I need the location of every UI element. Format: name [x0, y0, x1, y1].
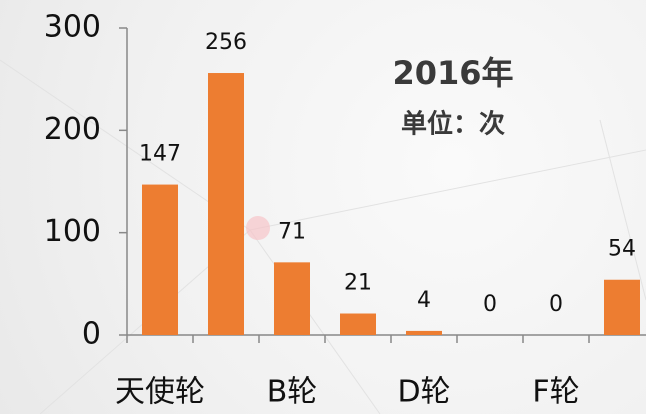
x-tick-label: B轮 [267, 375, 318, 410]
data-label: 54 [608, 237, 636, 262]
annotation: 单位：次 [401, 109, 505, 140]
data-label: 4 [417, 288, 431, 313]
x-tick-label: F轮 [532, 375, 579, 410]
bar [604, 279, 640, 335]
data-label: 0 [483, 292, 497, 317]
data-label: 256 [205, 30, 247, 55]
y-tick-label: 100 [44, 214, 101, 249]
bar [142, 184, 178, 335]
y-tick-label: 300 [44, 10, 101, 45]
annotation: 2016年 [392, 54, 513, 92]
decor-dot [246, 216, 270, 240]
x-tick-label: D轮 [397, 375, 450, 410]
bar [274, 262, 310, 335]
bar [406, 330, 442, 335]
x-tick-label: 天使轮 [115, 375, 205, 410]
data-label: 147 [139, 142, 181, 167]
data-label: 71 [278, 219, 306, 244]
data-label: 0 [549, 292, 563, 317]
data-label: 21 [344, 271, 372, 296]
y-tick-label: 0 [82, 317, 101, 352]
bar [340, 313, 376, 335]
y-tick-label: 200 [44, 112, 101, 147]
bar [208, 73, 244, 335]
